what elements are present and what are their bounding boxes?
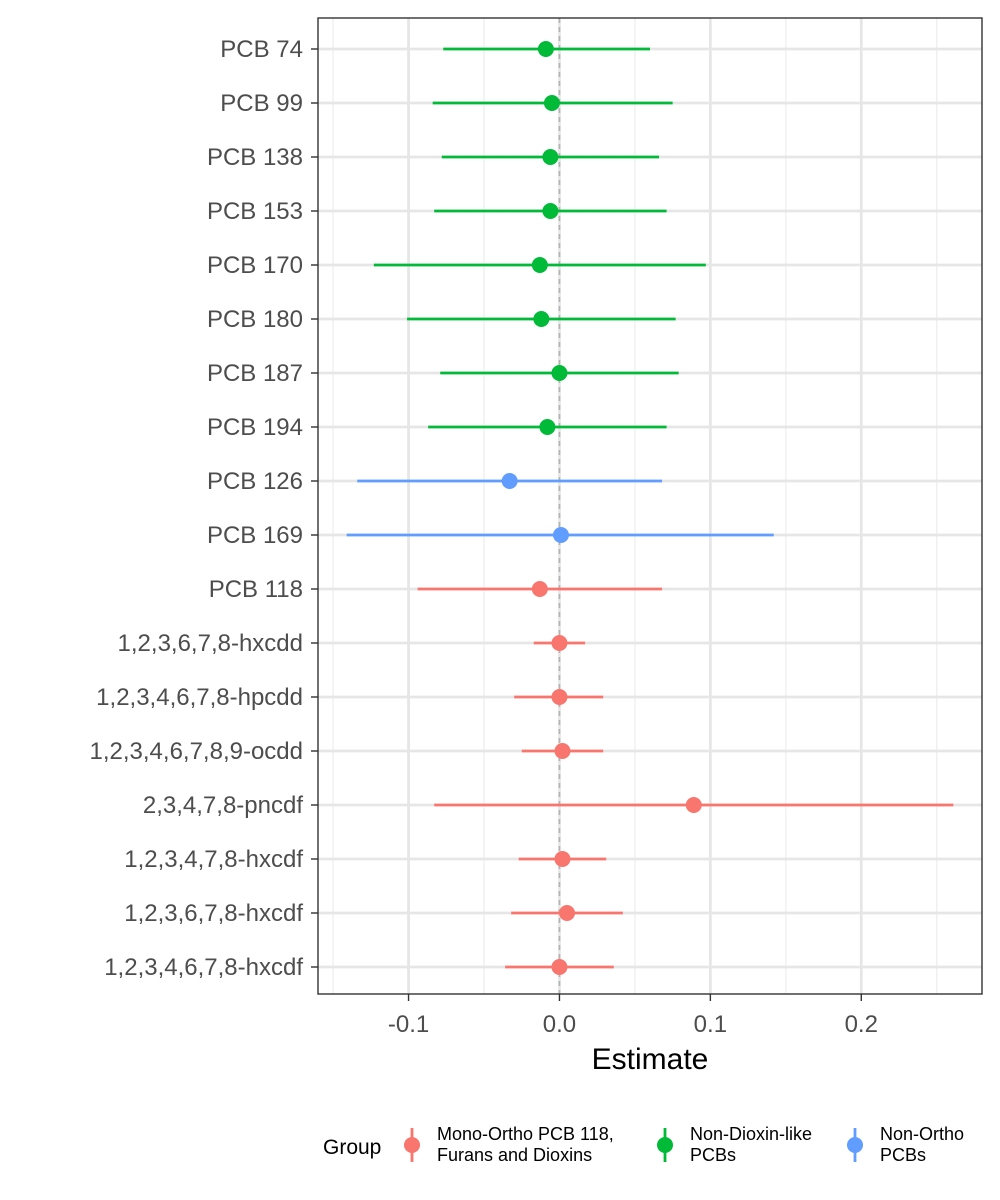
x-tick-label: 0.1 — [694, 1011, 727, 1038]
y-tick-label: 1,2,3,4,7,8-hxcdf — [124, 846, 303, 873]
estimate-point — [554, 851, 571, 867]
grid — [318, 18, 982, 994]
y-tick-label: 1,2,3,4,6,7,8-hpcdd — [96, 684, 303, 711]
data-marks — [346, 41, 954, 975]
estimate-point — [559, 905, 575, 921]
estimate-point — [554, 743, 571, 759]
legend-title: Group — [323, 1136, 381, 1159]
y-tick-label: 1,2,3,6,7,8-hxcdd — [118, 630, 303, 657]
legend-label: Mono-Ortho PCB 118, — [437, 1124, 614, 1144]
y-tick-label: PCB 118 — [209, 576, 303, 603]
x-tick-label: 0.2 — [845, 1011, 878, 1038]
legend-label: Non-Ortho — [880, 1124, 964, 1144]
y-tick-label: PCB 194 — [207, 414, 303, 441]
y-tick-label: PCB 187 — [207, 360, 303, 387]
y-tick-label: PCB 153 — [207, 198, 303, 225]
legend-label: PCBs — [880, 1145, 926, 1165]
estimate-point — [531, 581, 548, 597]
estimate-point — [552, 527, 569, 543]
y-tick-label: PCB 138 — [207, 144, 303, 171]
estimate-point — [537, 41, 554, 57]
estimate-point — [533, 311, 550, 327]
x-tick-label: 0.0 — [543, 1011, 576, 1038]
estimate-point — [551, 959, 568, 975]
estimate-point — [551, 635, 568, 651]
estimate-point — [501, 473, 518, 489]
x-tick-label: -0.1 — [388, 1011, 429, 1038]
estimate-point — [685, 797, 702, 813]
legend-key-point — [657, 1137, 673, 1153]
y-tick-label: PCB 170 — [207, 252, 303, 279]
y-tick-label: 2,3,4,7,8-pncdf — [143, 792, 303, 819]
estimate-point — [551, 365, 568, 381]
y-tick-label: PCB 169 — [207, 522, 303, 549]
legend-key-point — [404, 1137, 420, 1153]
legend-key-point — [847, 1137, 863, 1153]
legend-label: Non-Dioxin-like — [690, 1124, 812, 1144]
panel-border — [317, 17, 983, 995]
estimate-point — [551, 689, 568, 705]
axes: PCB 74 PCB 99 PCB 138 PCB 153 PCB 170 PCB 180… — [90, 36, 878, 1038]
estimate-point — [543, 95, 560, 111]
y-tick-label: 1,2,3,4,6,7,8,9-ocdd — [90, 738, 304, 765]
legend: Group Mono-Ortho PCB 118,Furans and Diox… — [323, 1124, 964, 1165]
y-tick-label: PCB 74 — [220, 36, 303, 63]
estimate-point — [531, 257, 548, 273]
y-tick-label: PCB 99 — [220, 90, 303, 117]
y-tick-label: 1,2,3,6,7,8-hxcdf — [124, 900, 303, 927]
y-tick-label: PCB 180 — [207, 306, 303, 333]
y-tick-label: 1,2,3,4,6,7,8-hxcdf — [104, 954, 303, 981]
legend-label: Furans and Dioxins — [437, 1145, 592, 1165]
estimate-point — [542, 203, 559, 219]
y-tick-label: PCB 126 — [207, 468, 303, 495]
x-axis-title: Estimate — [592, 1043, 709, 1076]
estimate-point — [542, 149, 559, 165]
legend-label: PCBs — [690, 1145, 736, 1165]
estimate-point — [539, 419, 556, 435]
